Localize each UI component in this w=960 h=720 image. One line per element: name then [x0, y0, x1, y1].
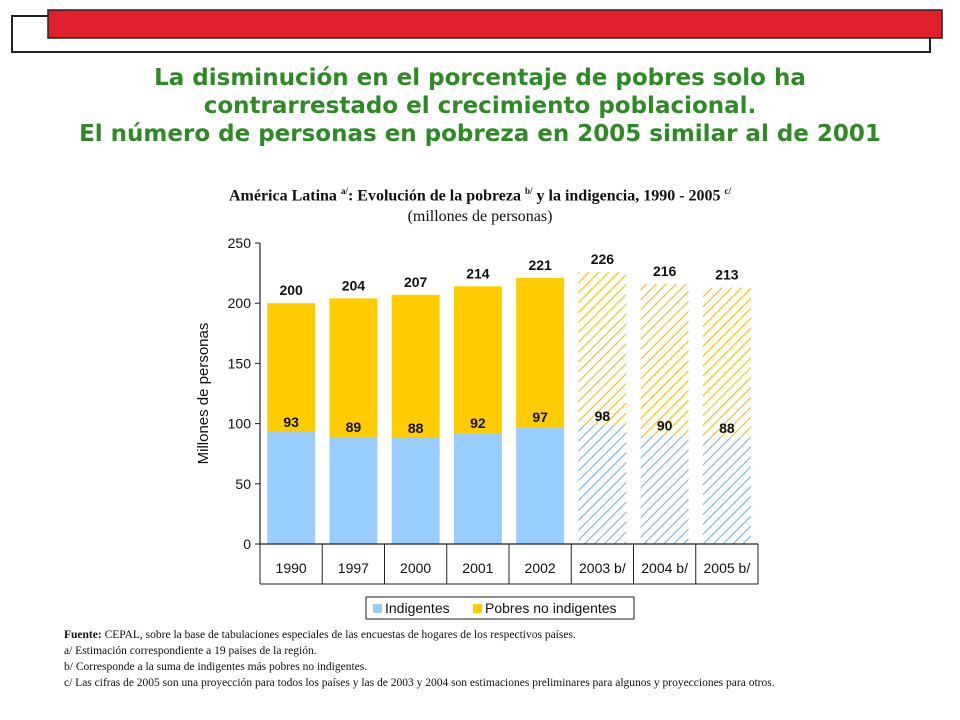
legend-swatch-indigentes — [373, 604, 382, 613]
note-source-label: Fuente: — [64, 629, 102, 641]
note-a: a/ Estimación correspondiente a 19 paíse… — [64, 645, 317, 657]
bar-pobres-4 — [453, 286, 502, 434]
x-tick-label-2: 1997 — [338, 560, 369, 576]
chart-subtitle: (millones de personas) — [407, 208, 553, 225]
note-source-text: CEPAL, sobre la base de tabulaciones esp… — [101, 629, 576, 641]
total-label-8: 213 — [715, 267, 739, 283]
total-label-5: 221 — [528, 257, 552, 273]
chart-title: América Latina a/: Evolución de la pobre… — [120, 186, 840, 205]
indigentes-label-3: 88 — [408, 420, 424, 436]
bar-indigentes-6 — [578, 426, 627, 544]
bar-pobres-1 — [267, 303, 316, 433]
total-label-1: 200 — [279, 282, 303, 298]
total-label-2: 204 — [342, 277, 366, 293]
bar-indigentes-2 — [329, 436, 378, 544]
bar-indigentes-1 — [267, 432, 316, 544]
bar-indigentes-8 — [702, 438, 751, 544]
indigentes-label-1: 93 — [283, 414, 299, 430]
chart-title-middle: : Evolución de la pobreza — [347, 187, 525, 205]
slide-headline: La disminución en el porcentaje de pobre… — [40, 64, 920, 148]
chart-title-suffix: y la indigencia, 1990 - 2005 — [532, 187, 725, 205]
bar-pobres-8 — [702, 287, 751, 439]
chart-legend: Indigentes Pobres no indigentes — [365, 596, 635, 620]
legend-label-pobres: Pobres no indigentes — [485, 600, 617, 616]
note-source: Fuente: CEPAL, sobre la base de tabulaci… — [64, 627, 924, 643]
headline-line-1: La disminución en el porcentaje de pobre… — [154, 65, 806, 91]
chart-title-note-b: b/ — [525, 186, 533, 196]
y-tick-label-250: 250 — [228, 235, 252, 251]
chart-title-prefix: América Latina — [228, 187, 341, 205]
total-label-7: 216 — [653, 263, 677, 279]
y-tick-label-100: 100 — [228, 416, 252, 432]
title-banner — [11, 9, 943, 53]
indigentes-label-5: 97 — [532, 409, 548, 425]
x-tick-label-3: 2000 — [400, 560, 431, 576]
indigentes-label-8: 88 — [719, 420, 735, 436]
total-label-6: 226 — [591, 251, 615, 267]
bar-indigentes-7 — [640, 435, 689, 544]
bar-pobres-5 — [516, 277, 565, 428]
indigentes-label-2: 89 — [346, 419, 362, 435]
bar-pobres-6 — [578, 271, 627, 427]
x-tick-label-8: 2005 b/ — [704, 560, 751, 576]
bar-indigentes-4 — [453, 433, 502, 544]
bar-indigentes-5 — [516, 427, 565, 544]
y-tick-label-150: 150 — [228, 355, 252, 371]
x-tick-label-1: 1990 — [276, 560, 307, 576]
indigentes-label-7: 90 — [657, 418, 673, 434]
source-notes: Fuente: CEPAL, sobre la base de tabulaci… — [64, 627, 924, 691]
indigentes-label-4: 92 — [470, 415, 486, 431]
legend-label-indigentes: Indigentes — [385, 600, 450, 616]
legend-box — [365, 596, 635, 620]
x-tick-label-4: 2001 — [462, 560, 493, 576]
note-b: b/ Corresponde a la suma de indigentes m… — [64, 661, 368, 673]
y-axis-title: Millones de personas — [195, 323, 212, 465]
bar-pobres-7 — [640, 283, 689, 436]
legend-swatch-pobres — [473, 604, 482, 613]
stacked-bar-chart: Millones de personas 0 50 100 150 200 250 200 93… — [195, 235, 759, 620]
headline-line-2: contrarrestado el crecimiento poblaciona… — [203, 93, 757, 119]
y-tick-label-0: 0 — [243, 536, 251, 552]
headline-line-3: El número de personas en pobreza en 2005… — [79, 121, 881, 147]
chart-title-note-a: a/ — [340, 186, 348, 196]
chart-title-note-c: c/ — [724, 186, 732, 196]
total-label-3: 207 — [404, 274, 428, 290]
x-tick-label-7: 2004 b/ — [641, 560, 688, 576]
banner-red-box — [47, 9, 943, 39]
x-tick-label-6: 2003 b/ — [579, 560, 626, 576]
bar-indigentes-3 — [391, 438, 440, 544]
bar-pobres-3 — [391, 294, 440, 439]
y-tick-label-50: 50 — [235, 476, 251, 492]
note-c: c/ Las cifras de 2005 son una proyección… — [64, 677, 775, 689]
bar-pobres-2 — [329, 298, 378, 437]
x-tick-label-5: 2002 — [525, 560, 556, 576]
y-tick-label-200: 200 — [228, 295, 252, 311]
indigentes-label-6: 98 — [595, 408, 611, 424]
total-label-4: 214 — [466, 265, 490, 281]
